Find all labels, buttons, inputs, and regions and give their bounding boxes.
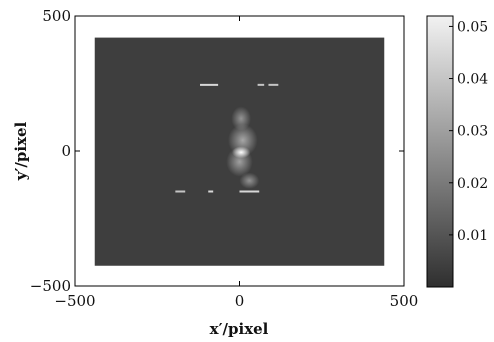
heatmap-blob-2	[226, 146, 253, 177]
x-tick-label: 0	[235, 292, 245, 310]
colorbar-tick-label: 0.01	[457, 228, 488, 244]
x-axis-ticks: −500 0 500	[54, 16, 418, 310]
colorbar-tick-label: 0.03	[457, 124, 488, 140]
colorbar-tick-label: 0.02	[457, 176, 488, 192]
y-tick-label: 0	[61, 142, 71, 160]
y-tick-label: 500	[42, 7, 71, 25]
colorbar-ticks: 0.01 0.02 0.03 0.04 0.05	[449, 19, 488, 244]
colorbar-tick-label: 0.05	[457, 19, 488, 35]
colorbar	[426, 15, 454, 288]
x-tick-label: −500	[54, 292, 95, 310]
y-tick-label: −500	[30, 277, 71, 295]
colorbar-tick-label: 0.04	[457, 72, 488, 88]
y-axis-label: y′/pixel	[12, 121, 30, 181]
heatmap-blob-3	[231, 106, 252, 131]
heatmap-blob-4	[239, 172, 260, 189]
x-tick-label: 500	[390, 292, 419, 310]
x-axis-label: x′/pixel	[210, 320, 269, 338]
y-axis-ticks: −500 0 500	[30, 7, 404, 295]
heatmap-features	[175, 83, 279, 193]
